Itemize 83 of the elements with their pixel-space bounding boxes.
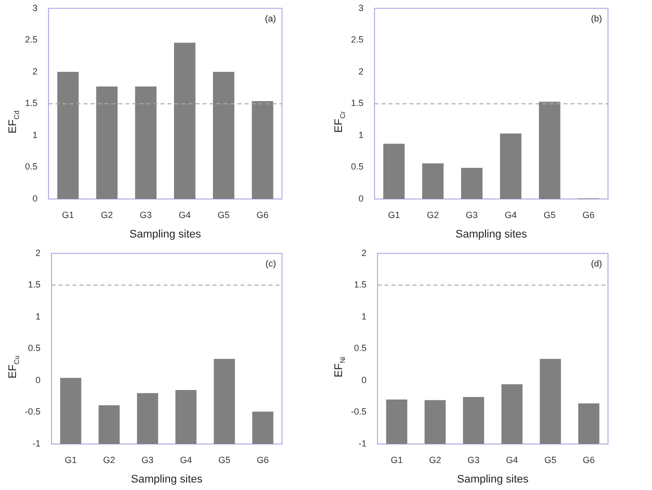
y-tick-label: 2.5	[350, 34, 364, 45]
y-tick-label: 1.5	[354, 280, 367, 290]
y-tick-label: 0.5	[354, 343, 367, 354]
y-tick-label: -1	[358, 438, 367, 448]
y-tick-label: 0	[32, 193, 38, 204]
bar	[252, 101, 274, 199]
bar	[383, 144, 405, 199]
y-tick-label: -0.5	[24, 406, 41, 417]
x-tick-label: G4	[506, 454, 518, 465]
bar	[461, 168, 482, 199]
bar	[175, 390, 197, 444]
x-tick-label: G3	[468, 454, 480, 465]
y-tick-label: -1	[32, 438, 41, 448]
x-tick-label: G2	[100, 210, 113, 220]
annotation: (d)	[591, 258, 602, 268]
x-tick-label: G4	[504, 210, 517, 220]
y-tick-label: 0	[358, 193, 364, 204]
x-axis-title: Sampling sites	[130, 473, 204, 486]
y-tick-label: 1.5	[28, 280, 41, 290]
y-tick-label: 3	[358, 2, 364, 13]
x-tick-label: G5	[544, 210, 556, 220]
y-tick-label: 1.5	[24, 98, 38, 108]
x-tick-label: G1	[64, 454, 77, 465]
bar	[212, 72, 234, 199]
bar	[136, 393, 158, 444]
bar	[540, 358, 561, 444]
x-tick-label: G3	[466, 210, 478, 220]
x-axis-title: Sampling sites	[456, 473, 530, 486]
bar	[252, 412, 274, 444]
annotation: (b)	[591, 13, 602, 24]
x-tick-label: G6	[582, 210, 595, 220]
annotation: (a)	[265, 13, 276, 24]
x-tick-label: G1	[388, 210, 400, 220]
bar	[578, 403, 600, 444]
x-tick-label: G3	[142, 454, 154, 465]
y-tick-label: 0.5	[24, 162, 38, 172]
bar	[135, 86, 156, 199]
y-tick-label: -0.5	[350, 406, 367, 417]
bar	[538, 102, 560, 199]
x-tick-label: G2	[429, 454, 442, 465]
x-tick-label: G5	[218, 210, 230, 220]
y-tick-label: 0.5	[350, 162, 364, 172]
y-tick-label: 2.5	[24, 34, 38, 45]
bar	[462, 396, 484, 444]
y-tick-label: 2	[35, 248, 41, 258]
x-tick-label: G1	[62, 210, 74, 220]
bar	[57, 72, 79, 199]
annotation: (c)	[266, 258, 276, 268]
bar	[424, 400, 446, 444]
y-tick-label: 0	[361, 374, 367, 385]
x-tick-label: G4	[180, 454, 192, 465]
y-tick-label: 2	[32, 66, 38, 76]
x-tick-label: G5	[544, 454, 556, 465]
bar	[386, 400, 408, 444]
x-tick-label: G2	[426, 210, 439, 220]
y-tick-label: 1	[358, 130, 364, 140]
x-axis-title: Sampling sites	[129, 228, 202, 240]
y-tick-label: 2	[358, 66, 364, 76]
x-axis-title: Sampling sites	[455, 228, 528, 240]
y-tick-label: 0.5	[28, 343, 41, 354]
bar	[96, 86, 118, 199]
bar	[60, 378, 82, 444]
x-tick-label: G3	[140, 210, 152, 220]
x-tick-label: G5	[218, 454, 230, 465]
bar	[501, 384, 523, 444]
x-tick-label: G6	[256, 454, 269, 465]
y-tick-label: 1.5	[350, 98, 364, 108]
bar	[422, 163, 444, 199]
bar	[214, 358, 235, 444]
x-tick-label: G6	[256, 210, 269, 220]
x-tick-label: G4	[178, 210, 191, 220]
bar	[174, 42, 196, 199]
y-tick-label: 1	[32, 130, 38, 140]
x-tick-label: G1	[390, 454, 403, 465]
x-tick-label: G6	[582, 454, 595, 465]
x-tick-label: G2	[103, 454, 116, 465]
y-tick-label: 3	[32, 2, 38, 13]
bar	[500, 134, 522, 199]
y-tick-label: 0	[35, 374, 41, 385]
y-tick-label: 1	[35, 311, 41, 322]
bar	[98, 405, 120, 444]
y-tick-label: 2	[361, 248, 367, 258]
y-tick-label: 1	[361, 311, 367, 322]
